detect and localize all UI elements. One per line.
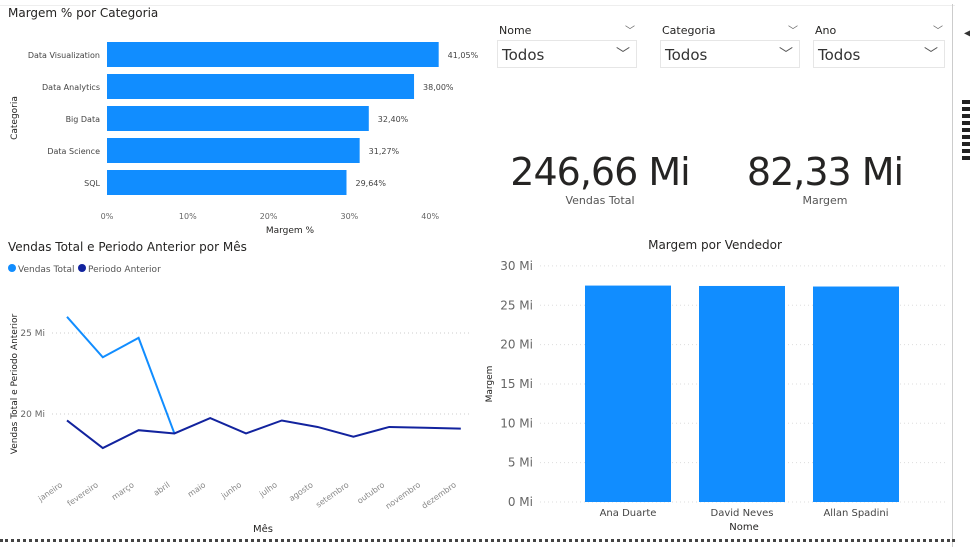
x-tick-label: setembro — [314, 480, 350, 509]
x-tick-label: David Neves — [711, 508, 774, 519]
kpi-value: 246,66 Mi — [510, 150, 690, 194]
category-label: Data Science — [47, 147, 100, 156]
category-label: Data Analytics — [42, 83, 100, 92]
y-tick-label: 20 Mi — [20, 410, 45, 420]
bar — [813, 286, 899, 502]
x-tick-label: Ana Duarte — [600, 508, 657, 519]
legend-marker — [78, 264, 86, 272]
y-axis-title: Margem — [485, 366, 495, 403]
x-tick-label: agosto — [287, 480, 314, 503]
y-tick-label: 25 Mi — [500, 298, 533, 312]
category-label: Big Data — [66, 115, 101, 124]
category-label: SQL — [84, 179, 100, 188]
chevron-down-icon: ﹀ — [924, 47, 938, 63]
bar — [107, 42, 439, 67]
bar — [107, 170, 347, 195]
top-border — [0, 0, 955, 6]
x-axis-title: Margem % — [266, 226, 315, 236]
x-tick-label: abril — [152, 480, 172, 498]
filters-pane-label[interactable] — [962, 100, 970, 160]
chart-title: Margem % por Categoria — [8, 6, 158, 20]
chevron-down-icon: ﹀ — [779, 47, 793, 63]
x-tick-label: maio — [186, 480, 207, 499]
data-label: 31,27% — [369, 147, 400, 156]
series-line — [66, 316, 176, 434]
chevron-down-icon[interactable]: ﹀ — [625, 26, 635, 37]
x-tick-label: 20% — [260, 212, 278, 221]
x-tick-label: 40% — [421, 212, 439, 221]
slicer-dropdown[interactable]: Todos ﹀ — [813, 40, 945, 68]
series-line — [66, 416, 461, 450]
slicer-dropdown[interactable]: Todos ﹀ — [497, 40, 637, 68]
kpi-label: Vendas Total — [565, 194, 635, 207]
data-label: 32,40% — [378, 115, 409, 124]
x-tick-label: junho — [219, 480, 243, 501]
data-label: 38,00% — [423, 83, 454, 92]
x-tick-label: julho — [257, 480, 279, 499]
bar — [107, 74, 415, 99]
x-tick-label: outubro — [356, 480, 387, 505]
slicer-dropdown[interactable]: Todos ﹀ — [660, 40, 800, 68]
legend-marker — [8, 264, 16, 272]
slicer-value: Todos — [665, 46, 708, 64]
kpi-label: Margem — [802, 194, 848, 207]
kpi-margem: 82,33 Mi Margem — [725, 150, 925, 207]
y-tick-label: 15 Mi — [500, 377, 533, 391]
filters-pane-divider — [952, 4, 953, 547]
x-tick-label: 30% — [341, 212, 359, 221]
x-tick-label: novembro — [384, 480, 422, 511]
x-tick-label: dezembro — [420, 480, 458, 510]
x-tick-label: 0% — [101, 212, 114, 221]
filters-pane-expand-icon[interactable]: ◀ — [964, 28, 970, 39]
vendas-mes-chart: Vendas Total e Periodo Anterior por Mês V… — [8, 240, 472, 535]
legend-label: Periodo Anterior — [88, 265, 161, 275]
y-tick-label: 10 Mi — [500, 416, 533, 430]
y-axis-title: Vendas Total e Periodo Anterior — [10, 313, 20, 454]
category-label: Data Visualization — [28, 51, 100, 60]
bottom-dotted-border — [0, 539, 955, 542]
chart-title: Margem por Vendedor — [648, 238, 782, 252]
chevron-down-icon[interactable]: ﹀ — [933, 26, 943, 37]
x-tick-label: Allan Spadini — [823, 508, 888, 519]
slicer-label: Nome — [499, 24, 532, 37]
kpi-vendas-total: 246,66 Mi Vendas Total — [500, 150, 700, 207]
slicer-label: Ano — [815, 24, 837, 37]
bar — [107, 106, 369, 131]
chevron-down-icon: ﹀ — [616, 47, 630, 63]
x-axis-title: Nome — [729, 522, 759, 533]
legend-label: Vendas Total — [18, 265, 75, 275]
x-axis-title: Mês — [253, 523, 273, 535]
bar — [699, 285, 785, 502]
y-tick-label: 25 Mi — [20, 329, 45, 339]
x-tick-label: fevereiro — [66, 480, 100, 508]
bar — [585, 285, 671, 502]
slicer-value: Todos — [818, 46, 861, 64]
chevron-down-icon[interactable]: ﹀ — [788, 26, 798, 37]
x-tick-label: 10% — [179, 212, 197, 221]
y-axis-title: Categoria — [10, 96, 20, 140]
margem-vendedor-chart: Margem por Vendedor 0 Mi 5 Mi 10 Mi 15 Mi 20 … — [485, 238, 948, 533]
margem-categoria-chart: Margem % por Categoria Data Visualization… — [8, 6, 479, 236]
kpi-value: 82,33 Mi — [746, 150, 904, 194]
y-tick-label: 20 Mi — [500, 338, 533, 352]
chart-title: Vendas Total e Periodo Anterior por Mês — [8, 240, 247, 254]
bar — [107, 138, 360, 163]
slicer-label: Categoria — [662, 24, 716, 37]
y-tick-label: 30 Mi — [500, 259, 533, 273]
x-tick-label: janeiro — [36, 480, 64, 504]
data-label: 41,05% — [448, 51, 479, 60]
y-tick-label: 5 Mi — [508, 456, 533, 470]
y-tick-label: 0 Mi — [508, 495, 533, 509]
x-tick-label: março — [110, 480, 136, 502]
slicer-value: Todos — [502, 46, 545, 64]
data-label: 29,64% — [355, 179, 386, 188]
